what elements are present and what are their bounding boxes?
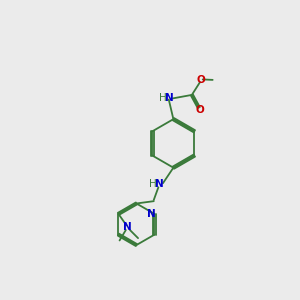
Text: O: O (197, 75, 206, 85)
Text: N: N (165, 93, 174, 103)
Text: N: N (147, 209, 156, 219)
Text: H: H (159, 93, 167, 103)
Text: H: H (149, 179, 157, 189)
Text: O: O (196, 105, 204, 115)
Text: N: N (123, 222, 132, 232)
Text: N: N (155, 179, 164, 189)
